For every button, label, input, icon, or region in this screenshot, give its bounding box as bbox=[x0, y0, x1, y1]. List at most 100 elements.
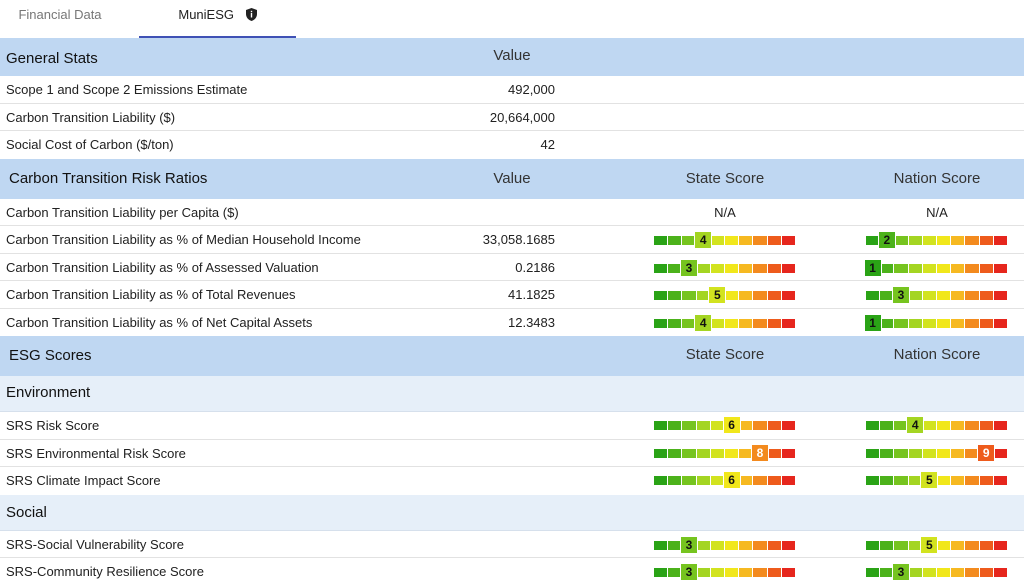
gauge-segment bbox=[767, 448, 781, 458]
gauge-segment bbox=[781, 568, 795, 577]
score-badge: 5 bbox=[708, 286, 727, 304]
state-score-gauge: 4 bbox=[654, 231, 796, 249]
gauge-segment bbox=[951, 476, 965, 485]
gauge-segment bbox=[739, 476, 753, 485]
gauge-segment bbox=[725, 263, 739, 273]
table-row: Carbon Transition Liability as % of Medi… bbox=[0, 226, 1024, 254]
gauge-segment bbox=[781, 476, 795, 485]
gauge-segment bbox=[951, 263, 965, 273]
gauge-segment bbox=[937, 318, 951, 328]
row-label: Social Cost of Carbon ($/ton) bbox=[6, 137, 174, 152]
row-label: SRS Risk Score bbox=[6, 418, 100, 433]
general-stats-header: General Stats Value bbox=[0, 38, 1024, 76]
gauge-segment bbox=[767, 540, 781, 550]
gauge-segment bbox=[767, 421, 781, 430]
table-row: Carbon Transition Liability as % of Tota… bbox=[0, 281, 1024, 309]
gauge-segment bbox=[880, 263, 894, 273]
gauge-segment bbox=[781, 540, 795, 550]
state-score-gauge: 3 bbox=[654, 535, 796, 554]
gauge-segment bbox=[937, 236, 951, 245]
gauge-segment bbox=[866, 291, 880, 300]
gauge-segment bbox=[922, 318, 936, 328]
gauge-segment bbox=[739, 540, 753, 550]
tab-muniesg[interactable]: MuniESG bbox=[139, 0, 296, 38]
tab-financial-data-label: Financial Data bbox=[18, 7, 102, 22]
environment-subheader: Environment bbox=[0, 376, 1024, 412]
gauge-segment bbox=[767, 263, 781, 273]
tab-financial-data[interactable]: Financial Data bbox=[0, 0, 120, 38]
score-badge: 1 bbox=[863, 313, 882, 332]
environment-title: Environment bbox=[6, 384, 91, 401]
gauge-segment bbox=[767, 291, 781, 300]
score-badge: 6 bbox=[722, 471, 741, 489]
gauge-segment bbox=[937, 540, 951, 550]
gauge-segment bbox=[654, 421, 668, 430]
gauge-segment bbox=[937, 421, 951, 430]
tab-muniesg-label: MuniESG bbox=[178, 7, 234, 22]
gauge-segment bbox=[668, 476, 682, 485]
gauge-segment bbox=[908, 263, 922, 273]
gauge-segment bbox=[668, 291, 682, 300]
gauge-segment bbox=[668, 421, 682, 430]
score-badge: 5 bbox=[920, 535, 939, 554]
gauge-segment bbox=[767, 568, 781, 577]
gauge-segment bbox=[894, 448, 908, 458]
gauge-segment bbox=[710, 448, 724, 458]
gauge-segment bbox=[922, 236, 936, 245]
gauge-segment bbox=[725, 568, 739, 577]
gauge-segment bbox=[725, 540, 739, 550]
esg-nation-header: Nation Score bbox=[893, 346, 981, 363]
table-row: SRS Climate Impact Score 6 5 bbox=[0, 467, 1024, 495]
gauge-segment bbox=[979, 568, 993, 577]
gauge-segment bbox=[866, 568, 880, 577]
gauge-segment bbox=[908, 476, 922, 485]
gauge-segment bbox=[937, 568, 951, 577]
gauge-segment bbox=[668, 263, 682, 273]
gauge-segment bbox=[668, 568, 682, 577]
gauge-segment bbox=[979, 540, 993, 550]
gauge-segment bbox=[696, 476, 710, 485]
gauge-segment bbox=[781, 236, 795, 245]
gauge-segment bbox=[654, 476, 668, 485]
nation-score-gauge: 3 bbox=[866, 563, 1008, 581]
gauge-segment bbox=[993, 236, 1007, 245]
score-badge: 1 bbox=[863, 258, 882, 277]
state-score-gauge: 6 bbox=[654, 471, 796, 489]
gauge-segment bbox=[710, 318, 724, 328]
gauge-segment bbox=[753, 291, 767, 300]
gauge-segment bbox=[965, 540, 979, 550]
gauge-segment bbox=[739, 318, 753, 328]
score-badge: 8 bbox=[751, 443, 769, 462]
general-stats-title: General Stats bbox=[6, 50, 98, 67]
gauge-segment bbox=[753, 263, 767, 273]
table-row: Carbon Transition Liability as % of Net … bbox=[0, 308, 1024, 336]
gauge-segment bbox=[753, 236, 767, 245]
social-subheader: Social bbox=[0, 494, 1024, 531]
row-value: 0.2186 bbox=[515, 259, 555, 275]
gauge-segment bbox=[767, 236, 781, 245]
score-badge: 3 bbox=[680, 535, 698, 554]
gauge-segment bbox=[965, 476, 979, 485]
score-badge: 9 bbox=[977, 443, 996, 462]
gauge-segment bbox=[696, 540, 710, 550]
gauge-segment bbox=[725, 448, 739, 458]
nation-score-gauge: 1 bbox=[863, 313, 1008, 332]
gauge-segment bbox=[725, 291, 739, 300]
gauge-segment bbox=[993, 448, 1007, 458]
gauge-segment bbox=[866, 421, 880, 430]
nation-score-na: N/A bbox=[926, 204, 948, 220]
gauge-segment bbox=[951, 318, 965, 328]
gauge-segment bbox=[668, 448, 682, 458]
gauge-segment bbox=[682, 291, 696, 300]
gauge-segment bbox=[739, 236, 753, 245]
esg-scores-header: ESG Scores State Score Nation Score bbox=[0, 336, 1024, 376]
gauge-segment bbox=[951, 448, 965, 458]
gauge-segment bbox=[668, 540, 682, 550]
score-badge: 4 bbox=[906, 416, 925, 434]
gauge-segment bbox=[894, 540, 908, 550]
row-label: SRS-Community Resilience Score bbox=[6, 564, 204, 579]
gauge-segment bbox=[753, 318, 767, 328]
row-label: SRS Climate Impact Score bbox=[6, 473, 161, 488]
risk-ratios-header: Carbon Transition Risk Ratios Value Stat… bbox=[0, 158, 1024, 199]
gauge-segment bbox=[739, 421, 753, 430]
